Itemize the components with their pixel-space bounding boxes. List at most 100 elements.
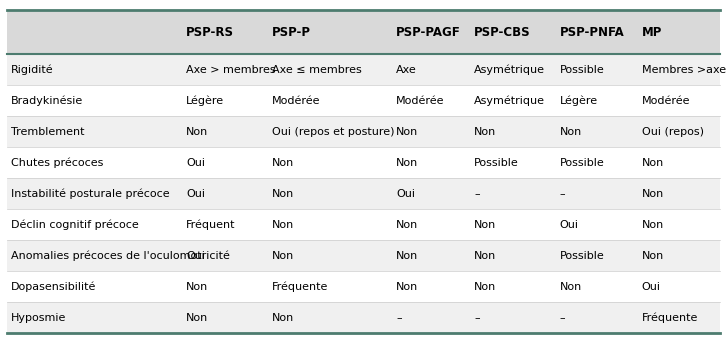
Text: Tremblement: Tremblement (11, 127, 84, 137)
Text: Non: Non (272, 251, 294, 261)
Text: Dopasensibilité: Dopasensibilité (11, 282, 96, 292)
Bar (182, 54, 268, 85)
Bar (393, 147, 470, 178)
Bar (556, 147, 638, 178)
Text: Oui (repos et posture): Oui (repos et posture) (272, 127, 394, 137)
Text: Non: Non (186, 282, 209, 292)
Bar (182, 302, 268, 333)
Bar (393, 271, 470, 302)
Bar (268, 85, 393, 116)
Bar (556, 54, 638, 85)
Text: Modérée: Modérée (642, 96, 690, 106)
Text: Possible: Possible (474, 158, 519, 168)
Bar (638, 271, 720, 302)
Bar (638, 54, 720, 85)
Text: Possible: Possible (560, 158, 605, 168)
Bar (393, 54, 470, 85)
Bar (268, 147, 393, 178)
Text: Oui: Oui (642, 282, 661, 292)
Bar (470, 178, 556, 209)
Bar (182, 178, 268, 209)
Bar (182, 116, 268, 147)
Text: Non: Non (474, 127, 497, 137)
Bar (393, 10, 470, 54)
Bar (182, 147, 268, 178)
Bar (393, 85, 470, 116)
Bar (556, 178, 638, 209)
Text: Non: Non (272, 313, 294, 323)
Text: Chutes précoces: Chutes précoces (11, 157, 103, 168)
Bar (7, 240, 182, 271)
Text: Hyposmie: Hyposmie (11, 313, 66, 323)
Bar (470, 85, 556, 116)
Text: Oui (repos): Oui (repos) (642, 127, 704, 137)
Bar (7, 10, 182, 54)
Text: Non: Non (474, 282, 497, 292)
Text: –: – (396, 313, 402, 323)
Text: Modérée: Modérée (396, 96, 445, 106)
Bar (638, 302, 720, 333)
Text: Modérée: Modérée (272, 96, 321, 106)
Text: Bradykinésie: Bradykinésie (11, 96, 83, 106)
Bar (7, 302, 182, 333)
Text: –: – (560, 313, 566, 323)
Bar (268, 240, 393, 271)
Text: Oui: Oui (186, 251, 205, 261)
Bar (268, 10, 393, 54)
Text: Rigidité: Rigidité (11, 65, 54, 75)
Bar (470, 302, 556, 333)
Text: Oui: Oui (186, 158, 205, 168)
Bar (7, 271, 182, 302)
Bar (182, 209, 268, 240)
Text: Non: Non (396, 158, 419, 168)
Text: Non: Non (642, 251, 664, 261)
Text: Oui: Oui (560, 220, 579, 230)
Text: PSP-PAGF: PSP-PAGF (396, 26, 461, 39)
Text: Possible: Possible (560, 251, 605, 261)
Text: Non: Non (396, 282, 419, 292)
Text: Instabilité posturale précoce: Instabilité posturale précoce (11, 189, 169, 199)
Bar (470, 54, 556, 85)
Text: Non: Non (474, 251, 497, 261)
Text: Non: Non (560, 127, 582, 137)
Bar (268, 116, 393, 147)
Text: –: – (474, 189, 480, 199)
Text: MP: MP (642, 26, 662, 39)
Text: Non: Non (396, 220, 419, 230)
Text: Déclin cognitif précoce: Déclin cognitif précoce (11, 220, 139, 230)
Bar (182, 240, 268, 271)
Text: Oui: Oui (186, 189, 205, 199)
Bar (470, 271, 556, 302)
Text: Fréquente: Fréquente (272, 282, 328, 292)
Bar (393, 178, 470, 209)
Bar (268, 209, 393, 240)
Text: Fréquente: Fréquente (642, 312, 698, 323)
Text: Axe: Axe (396, 65, 417, 75)
Text: Anomalies précoces de l'oculomotricité: Anomalies précoces de l'oculomotricité (11, 251, 230, 261)
Text: Membres >axe: Membres >axe (642, 65, 726, 75)
Bar (556, 271, 638, 302)
Bar (638, 209, 720, 240)
Bar (556, 10, 638, 54)
Bar (182, 85, 268, 116)
Bar (268, 178, 393, 209)
Bar (638, 240, 720, 271)
Text: Légère: Légère (560, 96, 598, 106)
Text: Asymétrique: Asymétrique (474, 65, 545, 75)
Bar (393, 116, 470, 147)
Bar (7, 178, 182, 209)
Bar (556, 209, 638, 240)
Text: Non: Non (396, 251, 419, 261)
Text: Axe > membres: Axe > membres (186, 65, 276, 75)
Bar (7, 116, 182, 147)
Text: Asymétrique: Asymétrique (474, 96, 545, 106)
Bar (470, 240, 556, 271)
Bar (638, 116, 720, 147)
Text: Non: Non (272, 158, 294, 168)
Text: PSP-P: PSP-P (272, 26, 310, 39)
Text: –: – (560, 189, 566, 199)
Bar (470, 147, 556, 178)
Bar (182, 10, 268, 54)
Text: Non: Non (186, 127, 209, 137)
Bar (393, 240, 470, 271)
